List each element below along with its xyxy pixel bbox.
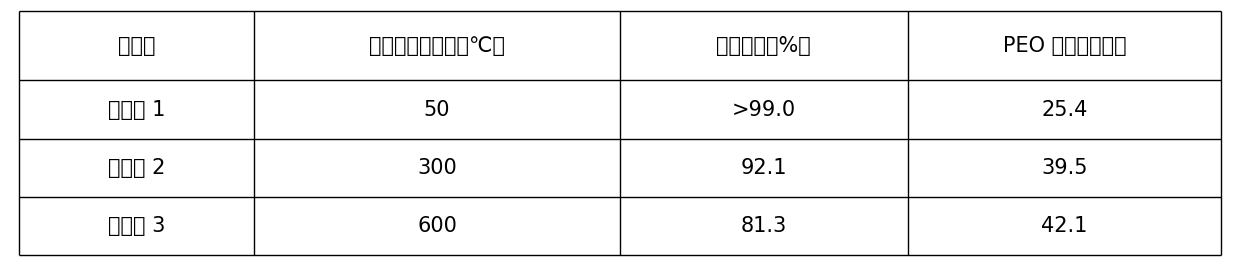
Text: 50: 50: [424, 99, 450, 119]
Text: 实施例 3: 实施例 3: [108, 216, 165, 236]
Text: 聚合收率（%）: 聚合收率（%）: [717, 36, 811, 56]
Text: 实施例 2: 实施例 2: [108, 158, 165, 178]
Text: 实施例 1: 实施例 1: [108, 99, 165, 119]
Text: 92.1: 92.1: [740, 158, 787, 178]
Text: 39.5: 39.5: [1042, 158, 1087, 178]
Text: 600: 600: [417, 216, 456, 236]
Text: 42.1: 42.1: [1042, 216, 1087, 236]
Text: 实施例: 实施例: [118, 36, 155, 56]
Text: PEO 分子量（万）: PEO 分子量（万）: [1003, 36, 1126, 56]
Text: 300: 300: [417, 158, 456, 178]
Text: >99.0: >99.0: [732, 99, 796, 119]
Text: 25.4: 25.4: [1042, 99, 1087, 119]
Text: 81.3: 81.3: [740, 216, 787, 236]
Text: 载体预处理温度（℃）: 载体预处理温度（℃）: [370, 36, 505, 56]
